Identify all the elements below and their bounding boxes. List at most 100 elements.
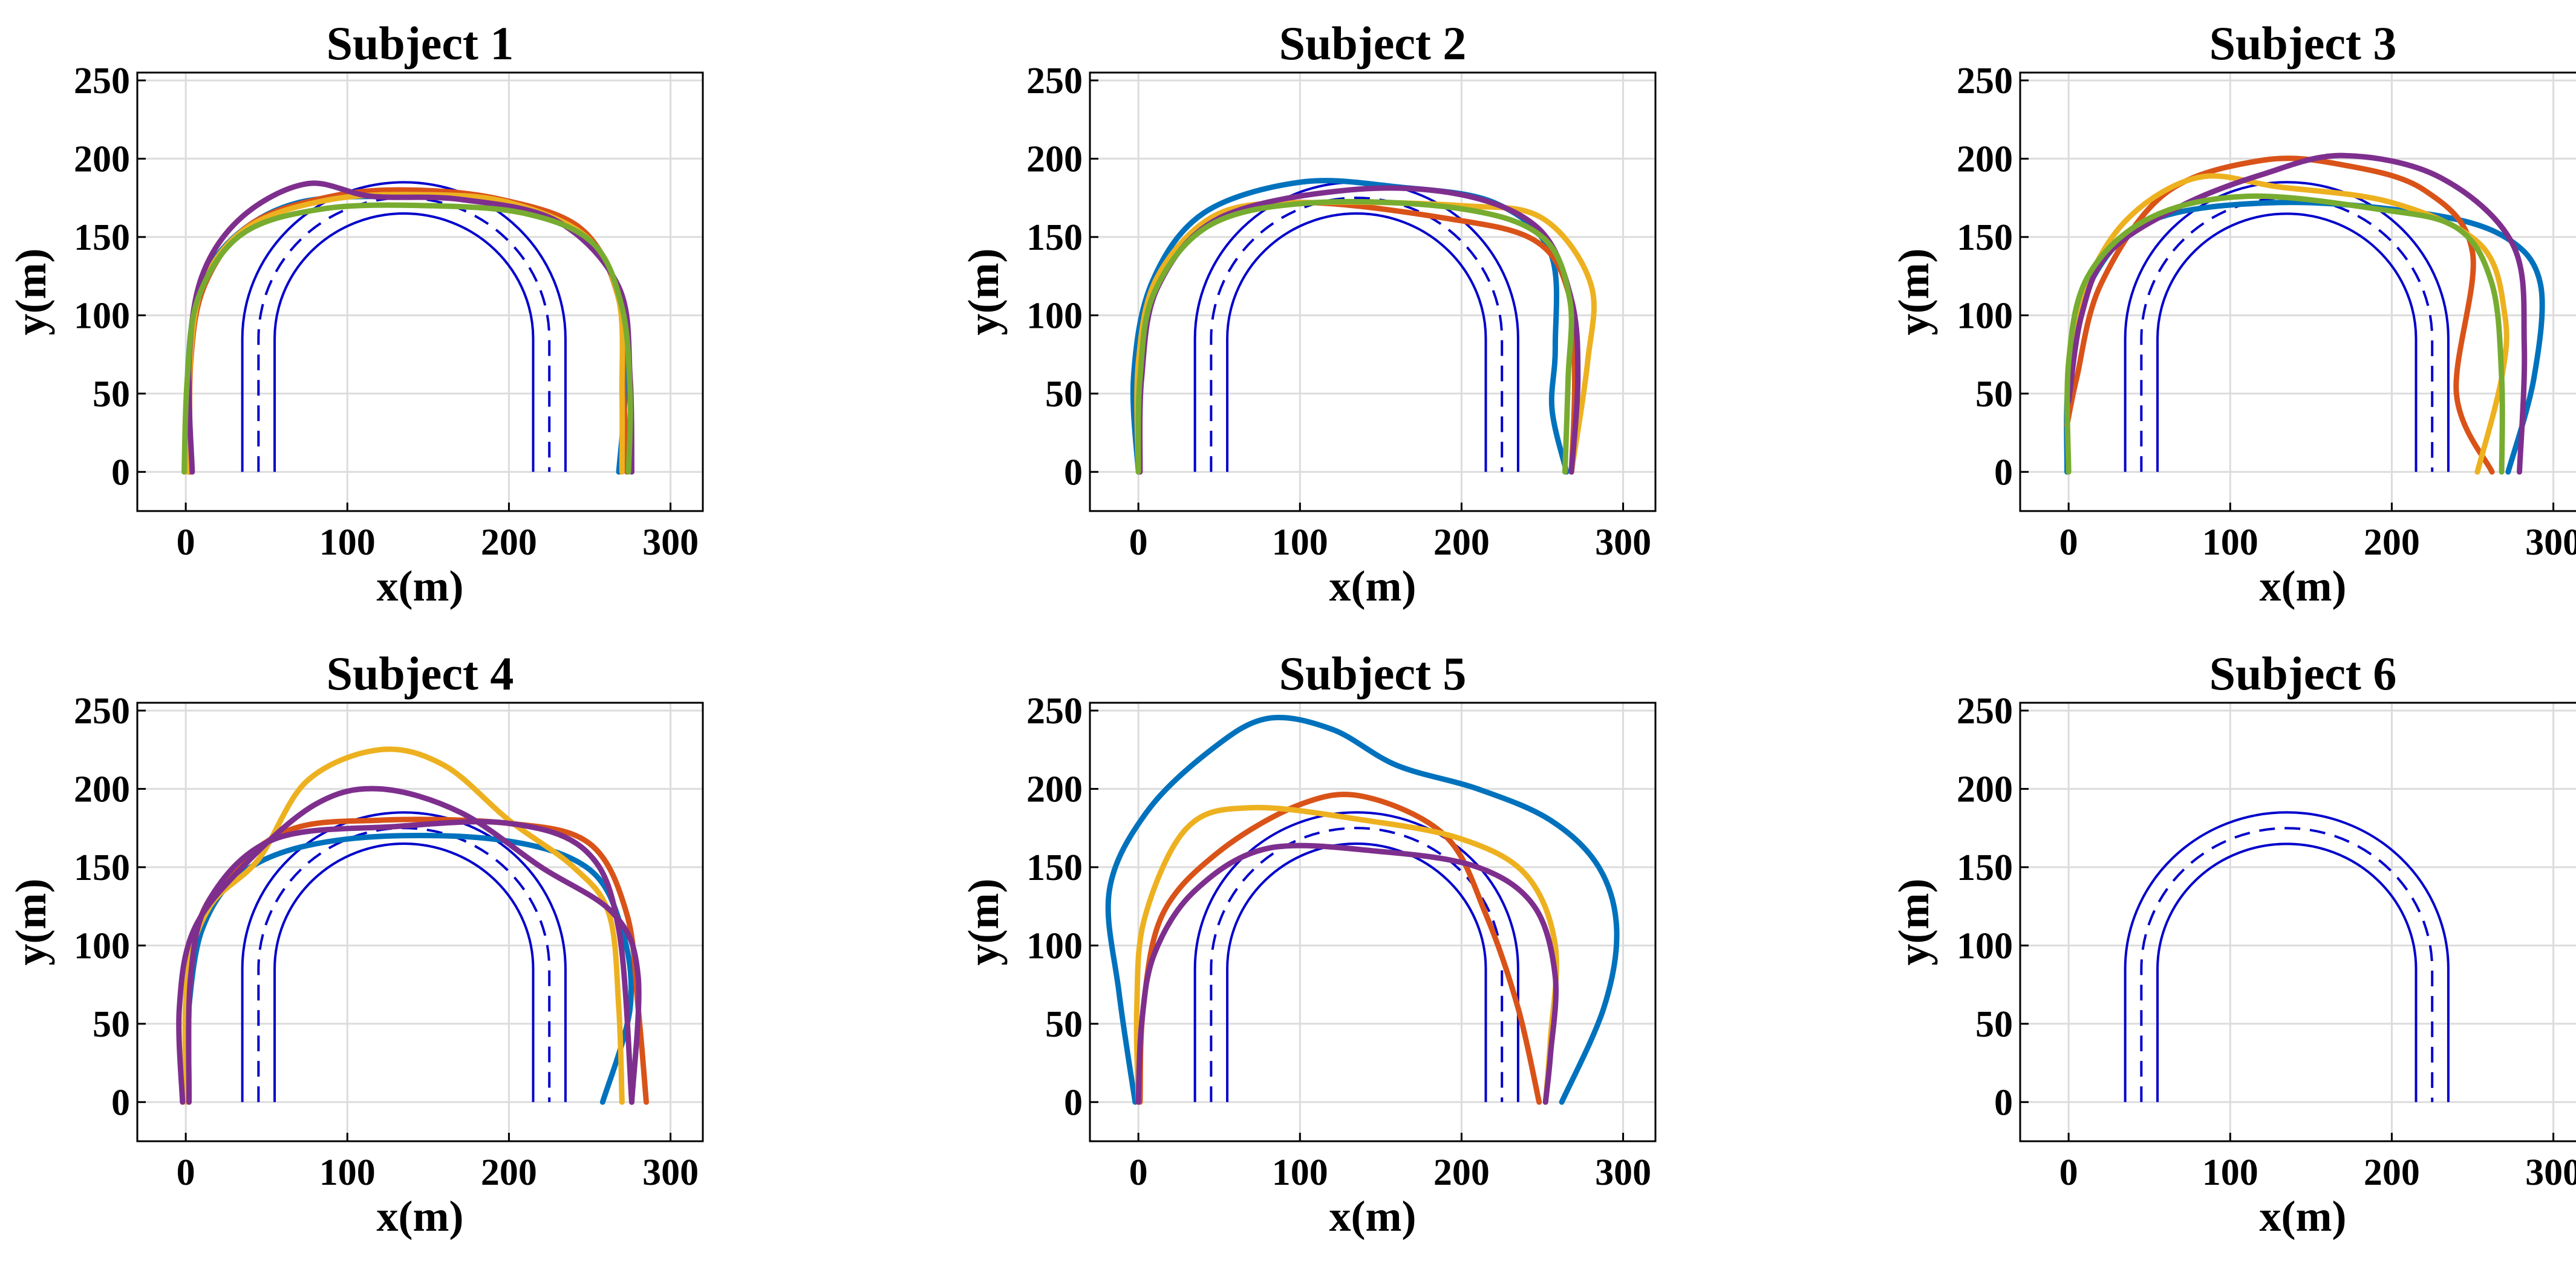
subplot-title: Subject 2 — [1279, 17, 1467, 70]
road-outline — [241, 811, 567, 1103]
road-boundary — [241, 181, 567, 472]
y-tick-label: 250 — [1026, 60, 1083, 102]
road-boundary — [1226, 212, 1487, 472]
road-boundary — [2156, 212, 2418, 472]
series-trial-yellow — [1133, 804, 1559, 1105]
x-tick-label: 200 — [2364, 1152, 2420, 1193]
subplot-title: Subject 4 — [327, 647, 514, 700]
x-axis-label: x(m) — [2260, 562, 2347, 610]
x-tick-label: 200 — [2364, 522, 2420, 563]
x-axis-label: x(m) — [377, 1192, 464, 1240]
y-tick-label: 0 — [111, 1082, 130, 1123]
y-tick-label: 100 — [74, 925, 130, 966]
x-tick-label: 0 — [177, 522, 195, 563]
x-tick-label: 0 — [1129, 1152, 1148, 1193]
y-tick-label: 0 — [111, 452, 130, 493]
y-tick-label: 150 — [1026, 217, 1083, 258]
road-boundary — [273, 212, 535, 472]
x-tick-label: 0 — [177, 1152, 195, 1193]
axes-frame — [136, 71, 704, 512]
series-trial-green — [181, 202, 633, 475]
road-outline — [2124, 181, 2450, 472]
road-boundary — [273, 842, 535, 1103]
subplot-1: 0 100 200 300 0 50 100 150 200 250 Subject 1 x(m) y(… — [7, 17, 704, 610]
series-trial-yellow — [184, 192, 625, 475]
axes-frame — [136, 702, 704, 1142]
axes-frame — [2019, 702, 2576, 1142]
series-trial-yellow — [182, 746, 625, 1105]
x-tick-label: 100 — [2202, 522, 2258, 563]
axes-frame — [1089, 702, 1657, 1142]
y-axis-label: y(m) — [7, 249, 55, 336]
road-boundary — [2156, 842, 2418, 1103]
y-tick-label: 100 — [74, 295, 130, 336]
series-trial-red — [186, 187, 630, 475]
y-tick-label: 50 — [1045, 1004, 1083, 1045]
x-tick-label: 100 — [319, 1152, 376, 1193]
road-centerline — [1211, 198, 1502, 472]
y-tick-label: 100 — [1957, 295, 2013, 336]
road-boundary — [1226, 842, 1487, 1103]
y-tick-label: 50 — [93, 1004, 130, 1045]
subplot-title: Subject 1 — [327, 17, 514, 70]
road-boundary — [1193, 181, 1519, 472]
y-tick-label: 200 — [74, 138, 130, 180]
y-tick-label: 100 — [1026, 295, 1083, 336]
y-tick-label: 100 — [1957, 925, 2013, 966]
y-tick-label: 250 — [1957, 691, 2013, 732]
y-tick-label: 50 — [1045, 374, 1083, 415]
series-trial-purple — [176, 786, 642, 1105]
series-trial-green — [1135, 198, 1574, 475]
series-trial-blue — [1105, 714, 1620, 1105]
road-centerline — [2141, 198, 2432, 472]
subplot-3: 0 100 200 300 0 50 100 150 200 250 Subject 3 x(m) y(… — [1890, 17, 2576, 610]
subplot-6: 0 100 200 300 0 50 100 150 200 250 Subject 6 x(m) y(… — [1890, 647, 2576, 1240]
x-tick-label: 200 — [1433, 522, 1490, 563]
road-boundary — [2124, 181, 2450, 472]
y-tick-label: 0 — [1064, 1082, 1083, 1123]
series-trial-purple — [1135, 842, 1559, 1105]
y-tick-label: 200 — [74, 769, 130, 810]
series-trial-red — [1137, 792, 1542, 1105]
road-boundary — [241, 811, 567, 1103]
x-tick-label: 100 — [319, 522, 376, 563]
subplot-title: Subject 3 — [2209, 17, 2397, 70]
series-trial-green — [2064, 193, 2505, 475]
y-tick-label: 200 — [1026, 138, 1083, 180]
y-tick-label: 50 — [93, 374, 130, 415]
x-tick-label: 300 — [2525, 1152, 2576, 1193]
road-outline — [1193, 811, 1519, 1103]
x-tick-label: 100 — [2202, 1152, 2258, 1193]
x-tick-label: 300 — [642, 522, 699, 563]
axes-frame — [1089, 71, 1657, 512]
road-boundary — [2124, 811, 2450, 1103]
series-trial-purple-2 — [186, 819, 634, 1105]
y-tick-label: 250 — [1957, 60, 2013, 102]
y-tick-label: 250 — [74, 691, 130, 732]
x-tick-label: 200 — [481, 522, 537, 563]
y-axis-label: y(m) — [1890, 879, 1938, 966]
y-tick-label: 150 — [74, 217, 130, 258]
x-tick-label: 0 — [2059, 1152, 2078, 1193]
road-outline — [2124, 811, 2450, 1103]
subplot-title: Subject 5 — [1279, 647, 1467, 700]
road-centerline — [257, 197, 551, 472]
road-outline — [241, 181, 567, 472]
x-tick-label: 200 — [481, 1152, 537, 1193]
subplot-4: 0 100 200 300 0 50 100 150 200 250 Subject 4 x(m) y(… — [7, 647, 704, 1240]
y-tick-label: 0 — [1994, 452, 2013, 493]
x-tick-label: 300 — [1595, 522, 1651, 563]
x-axis-label: x(m) — [1329, 1192, 1417, 1240]
subplot-2: 0 100 200 300 0 50 100 150 200 250 Subject 2 x(m) y(… — [959, 17, 1657, 610]
x-axis-label: x(m) — [377, 562, 464, 610]
road-centerline — [1211, 828, 1502, 1102]
series-trial-red — [1135, 200, 1578, 475]
road-boundary — [1193, 811, 1519, 1103]
x-tick-label: 0 — [1129, 522, 1148, 563]
y-tick-label: 50 — [1975, 1004, 2013, 1045]
x-axis-label: x(m) — [2260, 1192, 2347, 1240]
y-axis-label: y(m) — [7, 879, 55, 966]
road-outline — [1193, 181, 1519, 472]
y-tick-label: 0 — [1064, 452, 1083, 493]
